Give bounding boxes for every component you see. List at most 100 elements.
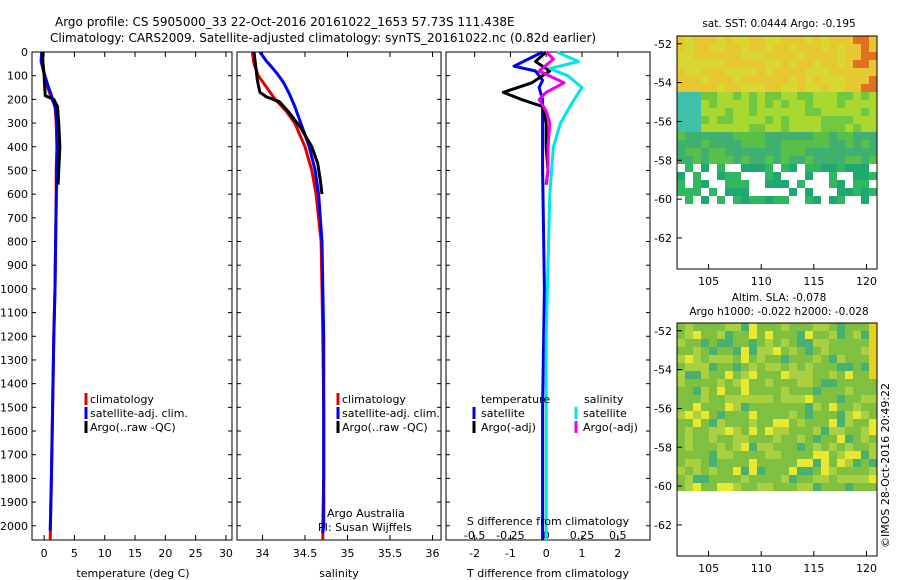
map-cell [725,323,733,331]
map-cell [781,84,789,92]
map-cell [725,483,733,491]
map-cell [733,467,741,475]
map-cell [741,331,749,339]
map-cell [741,371,749,379]
map-cell [869,467,877,475]
map-cell [757,387,765,395]
map-cell [845,459,853,467]
map-cell [821,132,829,140]
map-cell [733,68,741,76]
map-cell [717,52,725,60]
lon-tick-label: 120 [856,275,877,288]
lat-tick-label: -52 [654,325,672,338]
map-cell [757,467,765,475]
difference-panel: -2 -1 0 1 2-0.5 -0.25 0 0.25 0.5 temperature sal… [445,50,651,580]
map-cell [845,475,853,483]
map-cell [685,467,693,475]
map-cell [805,84,813,92]
map-cell [869,387,877,395]
legend-label-climatology: climatology [90,393,154,406]
map-cell [757,483,765,491]
x-tick-label: 35 [341,547,355,560]
map-cell [773,347,781,355]
map-cell [709,379,717,387]
map-cell [733,403,741,411]
map-cell [717,148,725,156]
map-cell [781,459,789,467]
map-cell [813,483,821,491]
map-cell [701,387,709,395]
map-cell [741,427,749,435]
map-cell [677,180,685,188]
map-cell [813,116,821,124]
map-cell [781,116,789,124]
map-cell [789,180,797,188]
map-cell [757,331,765,339]
map-cell [805,76,813,84]
map-cell [741,156,749,164]
map-cell [813,140,821,148]
map-cell [789,188,797,196]
map-cell [861,124,869,132]
map-cell [685,124,693,132]
map-cell [829,371,837,379]
map-cell [781,100,789,108]
map-cell [821,52,829,60]
map-cell [781,108,789,116]
map-cell [757,411,765,419]
map-cell [821,443,829,451]
sst-map-ticks: 105 110 115 120 -52 -54 -56 -58 -60 -62 [654,38,877,288]
map-cell [797,180,805,188]
map-cell [677,323,685,331]
map-cell [685,188,693,196]
map-cell [741,347,749,355]
map-cell [701,443,709,451]
map-cell [757,164,765,172]
map-cell [781,188,789,196]
map-cell [853,379,861,387]
map-cell [677,459,685,467]
map-cell [861,347,869,355]
map-cell [845,180,853,188]
map-cell [677,467,685,475]
map-cell [685,475,693,483]
map-cell [829,459,837,467]
map-cell [773,411,781,419]
map-cell [709,355,717,363]
map-cell [821,475,829,483]
map-cell [829,483,837,491]
map-cell [741,443,749,451]
map-cell [813,323,821,331]
map-cell [829,379,837,387]
map-cell [701,92,709,100]
map-cell [829,451,837,459]
map-cell [789,435,797,443]
map-cell [869,156,877,164]
map-cell [813,419,821,427]
map-cell [797,124,805,132]
map-cell [821,180,829,188]
map-cell [757,92,765,100]
map-cell [821,411,829,419]
map-cell [813,475,821,483]
map-cell [709,52,717,60]
map-cell [813,92,821,100]
map-cell [789,196,797,204]
map-cell [749,196,757,204]
map-cell [845,60,853,68]
sst-heatmap [677,36,877,204]
map-cell [853,196,861,204]
map-cell [837,347,845,355]
map-cell [805,196,813,204]
map-cell [853,164,861,172]
map-cell [861,427,869,435]
map-cell [845,427,853,435]
map-cell [741,339,749,347]
map-cell [853,172,861,180]
temperature-series [39,51,62,541]
map-cell [709,108,717,116]
map-cell [781,164,789,172]
map-cell [837,76,845,84]
map-cell [789,443,797,451]
map-cell [701,140,709,148]
